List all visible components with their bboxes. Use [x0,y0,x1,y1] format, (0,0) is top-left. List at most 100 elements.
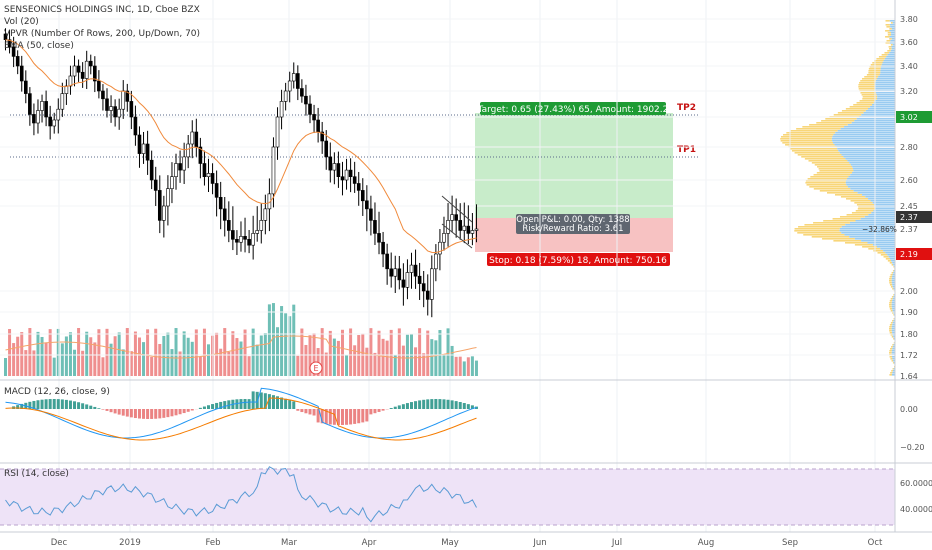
candle-body [80,71,85,79]
rsi-line [5,466,477,523]
volume-bar [373,352,377,376]
candle-body [397,268,402,281]
vp-row-down [885,20,890,22]
vp-row-up [893,336,895,338]
vp-row-up [881,64,895,66]
vp-row-up [874,208,895,210]
volume-bar [40,336,44,376]
vp-row-down [833,240,862,242]
vp-row-up [891,278,895,280]
vp-row-down [797,232,842,234]
vp-row-up [850,188,895,190]
volume-profile [780,20,895,376]
vp-row-down [889,332,893,334]
price-badge-bg [896,211,932,223]
candle-body [105,98,109,111]
vp-row-down [858,86,875,88]
volume-bar [56,328,60,376]
volume-bar [267,304,271,376]
macd-hist-bar [263,393,267,409]
price-tick: 1.64 [900,372,918,381]
volume-bar [422,353,426,376]
macd-hist-bar [20,403,24,409]
candle-body [121,90,126,110]
volume-bar [324,352,328,376]
vp-row-up [892,286,895,288]
volume-bar [85,331,89,376]
candle-body [170,176,174,189]
volume-bar [166,332,170,376]
candle-body [381,241,385,255]
macd-hist-bar [434,399,438,409]
macd-hist-bar [239,399,243,409]
vp-row-down [887,260,892,262]
vp-row-down [889,262,893,264]
vp-row-up [875,100,895,102]
volume-bar [16,336,20,376]
vp-row-up [880,68,895,70]
volume-bar [154,328,158,376]
vp-row-up [872,244,895,246]
time-label: Dec [51,538,68,548]
candle-body [28,93,32,115]
volume-bar [434,340,438,376]
vp-row-down [846,214,869,216]
macd-hist-bar [450,400,454,409]
pnl-info-bg [516,214,630,234]
volume-bar [385,340,389,376]
candle-body [243,236,247,240]
volume-bar [389,329,393,376]
candle-body [210,173,215,184]
macd-hist-bar [56,399,60,409]
candle-body [251,233,255,246]
volume-bar [430,339,434,376]
candle-body [287,80,292,92]
vp-row-down [893,294,895,296]
macd-hist-bar [150,409,154,419]
volume-bar [48,329,52,376]
macd-hist-bar [300,409,304,413]
vp-row-down [782,142,834,144]
volume-bar [235,338,239,376]
volume-bar [357,335,361,376]
tp2-label: TP2 [677,103,696,113]
candle-body [19,65,24,82]
macd-hist-bar [28,401,32,409]
vp-row-down [868,70,881,72]
vp-row-up [892,310,895,312]
vp-row-up [875,80,895,82]
chart-title: SENSEONICS HOLDINGS INC, 1D, Cboe BZX [4,5,200,15]
vp-row-up [876,92,895,94]
candle-body [32,114,36,124]
vp-row-down [845,198,869,200]
vp-row-down [889,48,892,50]
macd-hist-bar [288,400,292,409]
time-label: Apr [362,538,377,548]
vp-row-up [891,352,895,354]
vp-row-down [791,150,839,152]
vp-row-up [837,148,895,150]
vp-row-up [874,204,895,206]
vp-row-down [891,336,894,338]
volume-bar [24,350,28,376]
macd-hist-bar [349,409,353,425]
vp-row-up [889,30,895,32]
stop-label: Stop: 0.18 (7.59%) 18, Amount: 750.16 [487,253,670,266]
rsi-tick: 40.0000 [900,505,932,514]
candle-body [316,119,320,133]
candle-body [421,283,426,292]
candle-body [88,60,93,67]
volume-bar [170,349,174,376]
vp-row-up [853,190,895,192]
price-tick: 2.00 [900,287,918,296]
volume-bar [332,338,336,376]
volume-ema-line [5,335,477,359]
macd-hist-bar [308,409,312,415]
macd-hist-bar [133,409,137,419]
macd-hist-bar [353,409,357,424]
price-tick: 1.80 [900,330,918,339]
time-label: Aug [698,538,715,548]
vp-row-down [810,176,849,178]
vp-row-up [892,274,895,276]
